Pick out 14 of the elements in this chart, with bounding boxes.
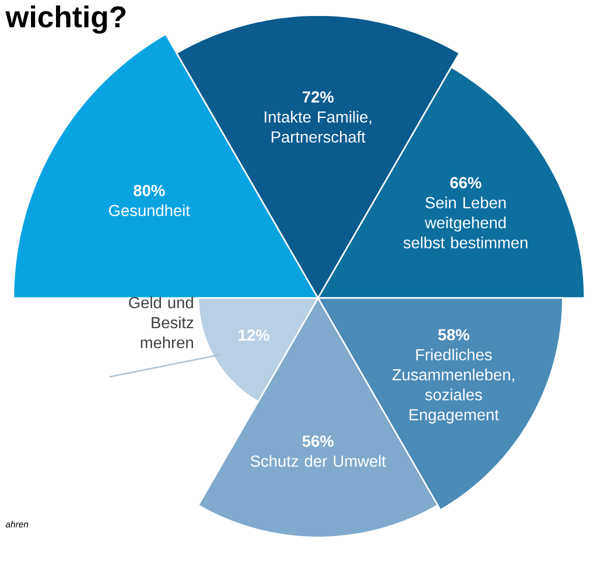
category-label: Gesundheit xyxy=(109,204,190,216)
category-label: Friedliches Zusammenleben, soziales Engagement xyxy=(392,348,514,424)
text: ahren xyxy=(6,520,28,528)
text: wichtig? xyxy=(5,6,126,34)
category-label: Schutz der Umwelt xyxy=(250,455,386,467)
category-label: Intakte Familie, Partnerschaft xyxy=(264,110,372,143)
data-label: 66% xyxy=(450,177,482,188)
data-label: 80% xyxy=(134,184,165,196)
category-label: Sein Leben weitgehend selbst bestimmen xyxy=(403,196,528,248)
data-label: 58% xyxy=(438,329,470,340)
category-label: Geld und Besitz mehren xyxy=(129,296,194,348)
data-label: 12% xyxy=(238,329,270,341)
data-label: 72% xyxy=(302,91,334,103)
data-label: 56% xyxy=(302,436,334,447)
